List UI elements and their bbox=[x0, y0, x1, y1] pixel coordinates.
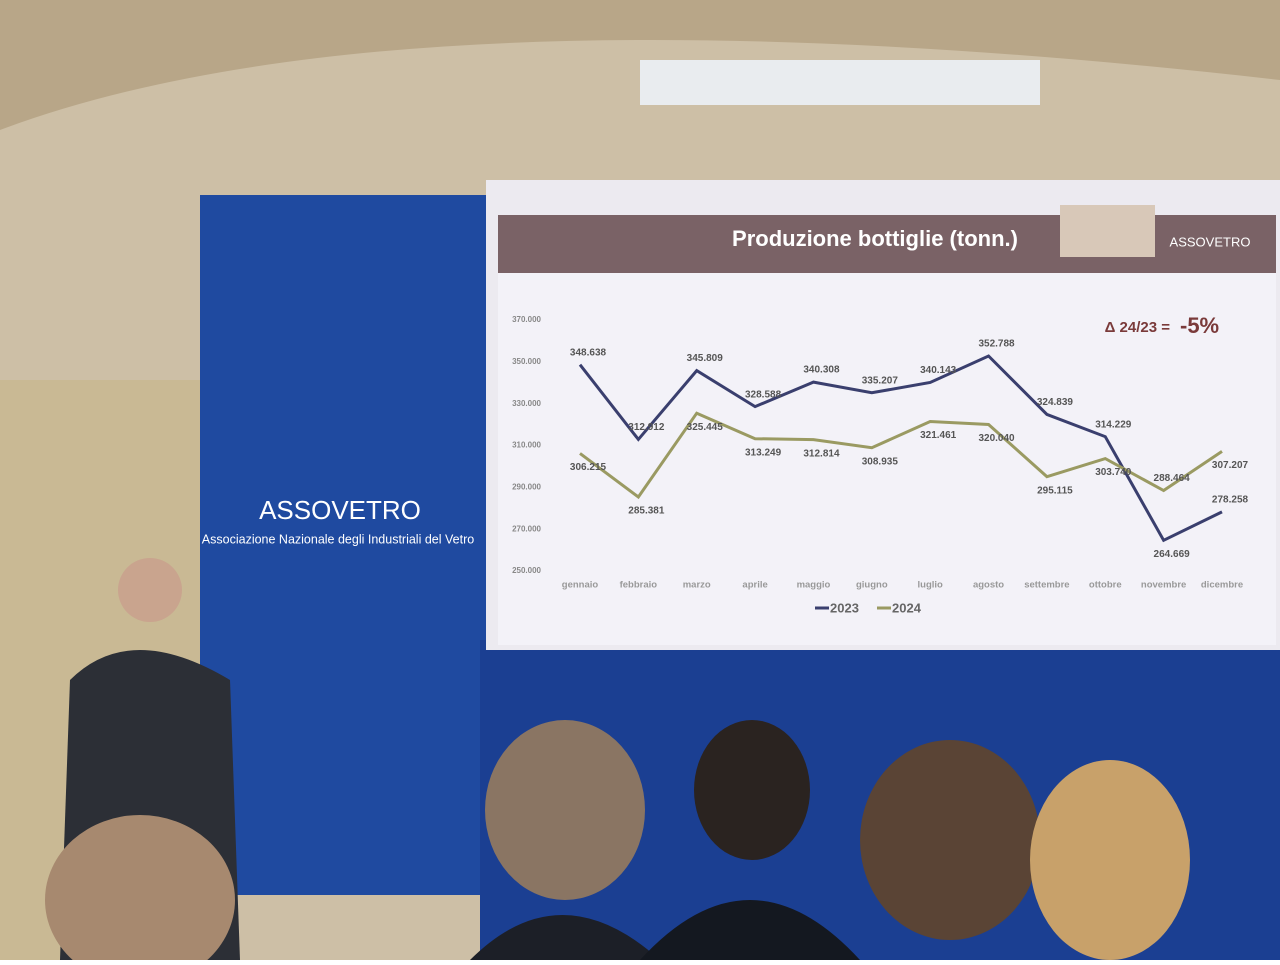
data-label: 340.143 bbox=[920, 365, 957, 376]
x-tick-label: luglio bbox=[918, 580, 944, 591]
data-label: 307.207 bbox=[1212, 460, 1249, 471]
x-tick-label: febbraio bbox=[620, 580, 658, 591]
x-tick-label: novembre bbox=[1141, 580, 1186, 591]
data-label: 264.669 bbox=[1154, 549, 1191, 560]
slide-brand: ASSOVETRO bbox=[1170, 234, 1251, 249]
data-label: 321.461 bbox=[920, 430, 957, 441]
annotation-value: -5% bbox=[1180, 313, 1219, 338]
data-label: 308.935 bbox=[862, 456, 899, 467]
annotation-label: Δ 24/23 = bbox=[1105, 319, 1171, 336]
x-tick-label: ottobre bbox=[1089, 580, 1122, 591]
y-tick-label: 290.000 bbox=[512, 482, 541, 491]
legend-label: 2023 bbox=[830, 600, 859, 615]
series-line bbox=[579, 411, 1223, 500]
speaker-head bbox=[118, 558, 182, 622]
x-tick-label: marzo bbox=[683, 580, 711, 591]
data-label: 306.215 bbox=[570, 462, 607, 473]
y-tick-label: 370.000 bbox=[512, 315, 541, 324]
data-label: 285.381 bbox=[628, 506, 665, 517]
audience-head bbox=[860, 740, 1040, 940]
data-label: 325.445 bbox=[687, 422, 724, 433]
ceiling-light bbox=[640, 60, 1040, 105]
audience-head bbox=[694, 720, 810, 860]
chart-title: Produzione bottiglie (tonn.) bbox=[732, 226, 1018, 251]
x-tick-label: settembre bbox=[1024, 580, 1069, 591]
data-label: 288.464 bbox=[1154, 473, 1191, 484]
data-label: 324.839 bbox=[1037, 397, 1074, 408]
data-label: 303.740 bbox=[1095, 467, 1132, 478]
audience-body bbox=[470, 915, 660, 960]
audience-head bbox=[45, 815, 235, 965]
legend-label: 2024 bbox=[892, 600, 922, 615]
x-tick-label: agosto bbox=[973, 580, 1004, 591]
y-tick-label: 330.000 bbox=[512, 399, 541, 408]
wall-brand: ASSOVETRO bbox=[259, 495, 421, 525]
data-label: 352.788 bbox=[978, 339, 1015, 350]
plot: 250.000 270.000 290.000 310.000 330.000 350.0… bbox=[512, 315, 1248, 615]
audience-head bbox=[1030, 760, 1190, 960]
data-label: 348.638 bbox=[570, 347, 607, 358]
data-label: 345.809 bbox=[687, 353, 724, 364]
x-tick-label: dicembre bbox=[1201, 580, 1243, 591]
data-label: 340.308 bbox=[803, 365, 840, 376]
data-label: 320.040 bbox=[978, 433, 1015, 444]
data-label: 335.207 bbox=[862, 375, 899, 386]
data-label: 312.814 bbox=[803, 448, 840, 459]
data-label: 328.588 bbox=[745, 389, 782, 400]
series-line bbox=[578, 354, 1223, 543]
y-tick-label: 310.000 bbox=[512, 441, 541, 450]
data-label: 313.249 bbox=[745, 447, 782, 458]
data-label: 312.912 bbox=[628, 422, 665, 433]
audience-body bbox=[640, 900, 860, 960]
wall-panel bbox=[200, 195, 490, 895]
data-label: 295.115 bbox=[1037, 485, 1073, 496]
data-label: 314.229 bbox=[1095, 419, 1132, 430]
x-tick-label: gennaio bbox=[562, 580, 599, 591]
x-tick-label: maggio bbox=[797, 580, 831, 591]
y-tick-label: 350.000 bbox=[512, 357, 541, 366]
x-tick-label: giugno bbox=[856, 580, 888, 591]
y-tick-label: 270.000 bbox=[512, 524, 541, 533]
slide-body bbox=[498, 273, 1276, 645]
bottle-image bbox=[1060, 205, 1155, 257]
vault bbox=[0, 0, 1280, 130]
wall-subtitle: Associazione Nazionale degli Industriali… bbox=[202, 532, 474, 546]
x-tick-label: aprile bbox=[742, 580, 767, 591]
y-tick-label: 250.000 bbox=[512, 566, 541, 575]
data-label: 278.258 bbox=[1212, 495, 1249, 506]
audience-head bbox=[485, 720, 645, 900]
